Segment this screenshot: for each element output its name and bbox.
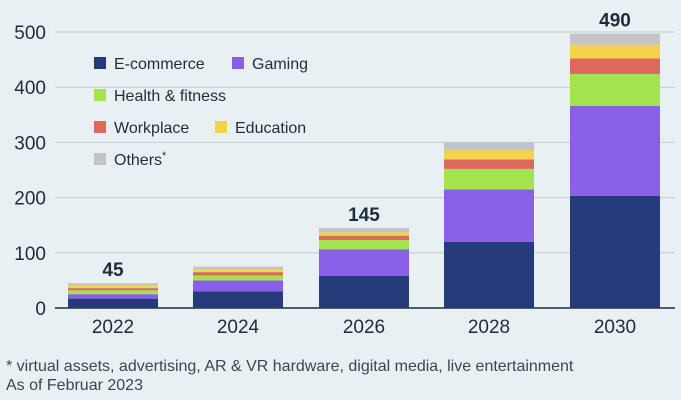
x-tick-label: 2028 (468, 317, 510, 338)
x-tick-label: 2024 (217, 317, 260, 338)
bar-segment (319, 235, 409, 241)
bar-segment (444, 168, 534, 190)
bar-segment (319, 227, 409, 233)
bar-segment (444, 150, 534, 160)
bar-segment (319, 240, 409, 250)
bar-segment (68, 298, 158, 308)
bar-segment (68, 288, 158, 291)
bar-segment (193, 269, 283, 273)
bar-total-label: 490 (599, 11, 631, 32)
legend-label: Health & fitness (114, 88, 226, 105)
legend-label: Others* (114, 150, 167, 169)
x-axis-ticks: 2022 2024 2026 2028 2030 (92, 317, 636, 338)
bars (68, 33, 660, 308)
y-tick-label: 500 (14, 23, 46, 44)
bar-segment (444, 241, 534, 308)
bar-segment (570, 73, 660, 106)
bar-segment (68, 285, 158, 289)
bar-segment (193, 280, 283, 292)
bar-segment (68, 290, 158, 295)
x-tick-label: 2030 (594, 317, 636, 338)
footnote-date: As of Februar 2023 (6, 377, 143, 394)
x-tick-label: 2022 (92, 317, 134, 338)
legend-label: E-commerce (114, 56, 205, 73)
bar-segment (444, 159, 534, 169)
bar-segment (570, 33, 660, 45)
y-tick-label: 200 (14, 189, 46, 210)
legend-swatch (232, 57, 244, 69)
y-tick-label: 300 (14, 133, 46, 154)
footnote-sources: * virtual assets, advertising, AR & VR h… (6, 358, 574, 375)
y-tick-label: 0 (35, 299, 46, 320)
bar-segment (193, 291, 283, 308)
bar-segment (570, 44, 660, 59)
bar-segment (570, 58, 660, 74)
legend-swatch (94, 89, 106, 101)
x-tick-label: 2026 (343, 317, 385, 338)
bar-segment (68, 294, 158, 299)
bar-segment (193, 272, 283, 276)
bar-total-label: 145 (348, 205, 380, 226)
bar-total-label: 45 (102, 260, 124, 281)
bar-segment (444, 189, 534, 242)
bar-segment (319, 275, 409, 308)
legend-swatch (94, 57, 106, 69)
bar-segment (193, 266, 283, 270)
legend-swatch (94, 153, 106, 165)
y-tick-label: 100 (14, 244, 46, 265)
bar-segment (319, 232, 409, 236)
bar-segment (444, 142, 534, 151)
bar-segment (68, 283, 158, 286)
legend: E-commerce Gaming Health & fitness Workplac… (94, 56, 308, 169)
legend-label: Gaming (252, 56, 308, 73)
bar-segment (570, 105, 660, 196)
total-labels: 45 145 490 (102, 11, 630, 282)
y-tick-label: 400 (14, 78, 46, 99)
legend-label: Education (235, 120, 306, 137)
legend-swatch (215, 121, 227, 133)
legend-swatch (94, 121, 106, 133)
legend-label: Workplace (114, 120, 189, 137)
y-axis-ticks: 0 100 200 300 400 500 (14, 23, 46, 320)
bar-segment (319, 249, 409, 276)
bar-segment (570, 195, 660, 308)
bar-segment (193, 275, 283, 281)
